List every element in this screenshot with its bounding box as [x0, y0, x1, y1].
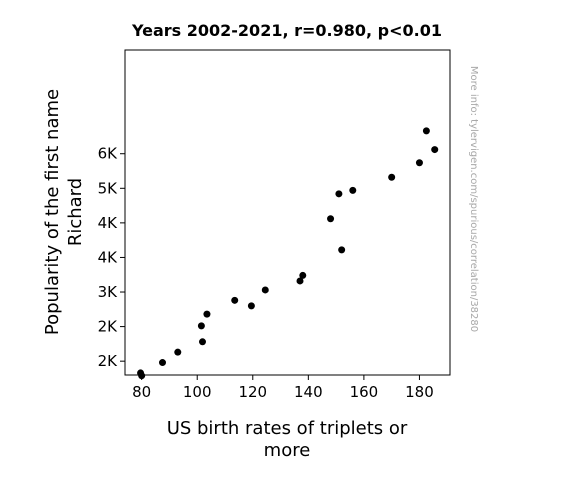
data-point-18: [415, 159, 423, 167]
chart-title: Years 2002-2021, r=0.980, p<0.01: [131, 21, 442, 40]
data-point-7: [203, 310, 211, 318]
data-point-11: [296, 277, 304, 285]
data-point-3: [159, 359, 166, 367]
data-points: [137, 127, 439, 380]
data-point-6: [199, 338, 206, 346]
data-point-15: [338, 246, 346, 254]
x-tick-label-5: 160: [350, 383, 379, 401]
data-point-17: [388, 173, 396, 181]
y-tick-label-7: 6K: [98, 145, 119, 163]
data-point-19: [422, 127, 430, 135]
y-axis-label-line-2: Richard: [65, 178, 86, 246]
y-tick-label-1: 2K: [98, 352, 119, 370]
data-point-4: [174, 348, 182, 356]
x-tick-label-1: 80: [132, 383, 151, 401]
x-tick-label-2: 100: [183, 383, 212, 401]
data-point-14: [335, 190, 343, 198]
x-tick-label-4: 140: [294, 383, 323, 401]
y-tick-label-2: 2K: [98, 318, 119, 336]
x-axis-ticks: 80 100 120 140 160 180: [132, 375, 434, 401]
y-axis-ticks: 2K 2K 3K 4K 4K 5K 6K: [98, 145, 125, 370]
y-tick-label-4: 4K: [98, 248, 119, 266]
y-axis-label-line-1: Popularity of the first name: [42, 89, 63, 335]
x-tick-label-3: 120: [238, 383, 267, 401]
watermark-text: More info: tylervigen.com/spurious/corre…: [468, 66, 479, 332]
data-point-20: [431, 146, 439, 154]
y-tick-label-6: 5K: [98, 179, 119, 197]
y-tick-label-3: 3K: [98, 283, 119, 301]
x-axis-label-line-1: US birth rates of triplets or: [167, 418, 408, 439]
data-point-13: [327, 215, 335, 223]
data-point-5: [197, 322, 205, 330]
y-tick-label-5: 4K: [98, 214, 119, 232]
data-point-12: [299, 271, 307, 279]
data-point-16: [349, 186, 357, 194]
plot-frame: [124, 49, 451, 376]
data-point-9: [247, 302, 255, 310]
data-point-8: [231, 296, 239, 304]
x-tick-label-6: 180: [405, 383, 434, 401]
x-axis-label-line-2: more: [264, 440, 311, 461]
data-point-10: [261, 286, 269, 294]
